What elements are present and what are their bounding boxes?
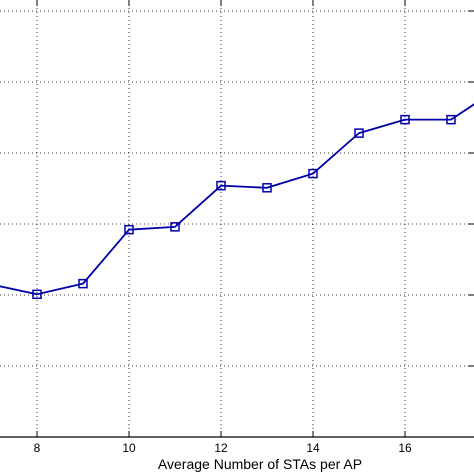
series-group — [0, 103, 474, 300]
x-tick-label: 14 — [306, 441, 320, 455]
data-point-marker — [308, 168, 318, 179]
x-tick-label: 10 — [122, 441, 136, 455]
data-point-marker — [78, 278, 88, 289]
x-tick-label: 8 — [34, 441, 41, 455]
x-axis-ticks: 8 10 12 14 16 — [34, 0, 412, 455]
x-axis-label: Average Number of STAs per AP — [158, 456, 362, 472]
data-point-marker — [124, 224, 134, 235]
data-point-marker — [446, 114, 456, 125]
grid-lines — [0, 0, 474, 437]
series-line — [0, 103, 474, 296]
data-point-marker — [400, 114, 410, 125]
data-point-marker — [170, 222, 180, 232]
data-point-marker — [32, 289, 42, 300]
data-point-marker — [216, 180, 226, 191]
x-tick-label: 12 — [214, 441, 228, 455]
data-point-marker — [262, 183, 272, 193]
data-point-marker — [354, 128, 364, 138]
x-tick-label: 16 — [398, 441, 412, 455]
